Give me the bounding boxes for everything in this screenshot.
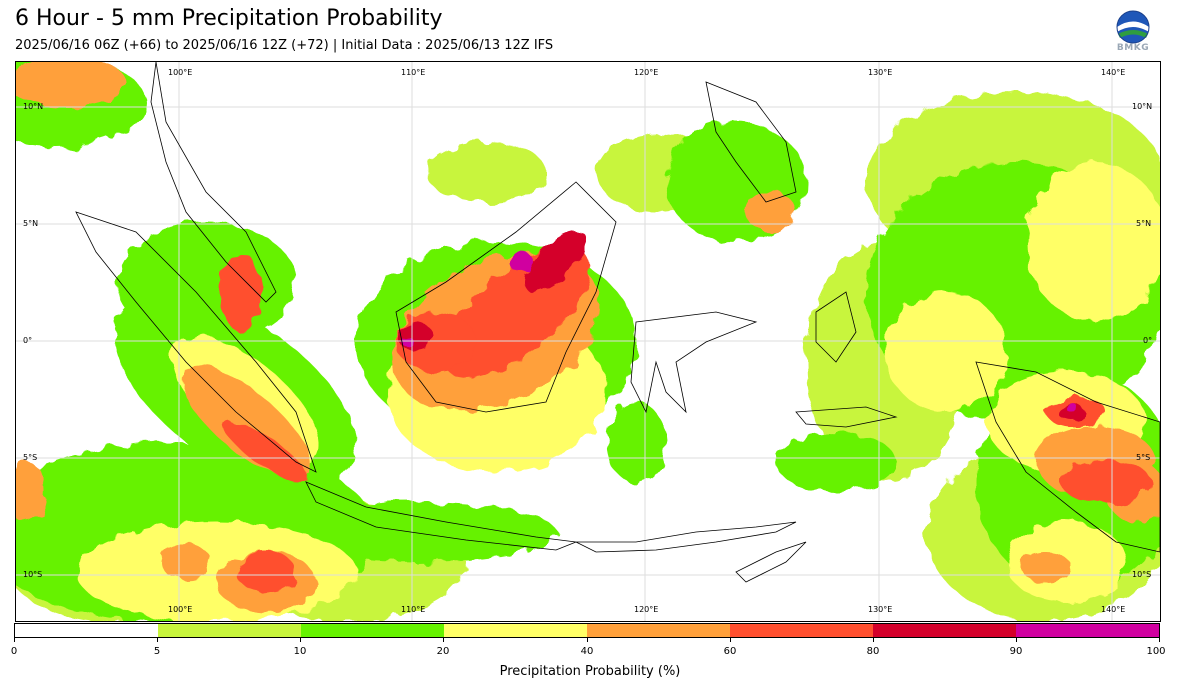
sulawesi-coast	[630, 311, 758, 414]
lon-label-top-130: 130°E	[868, 68, 893, 77]
bmkg-logo-text: BMKG	[1116, 43, 1150, 53]
colorbar-tick	[14, 638, 15, 642]
lat-label-left-5s: 5°S	[23, 453, 38, 462]
lat-label-right-0: 0°	[1143, 336, 1153, 345]
lat-label-left-10s: 10°S	[23, 570, 43, 579]
bmkg-logo: BMKG	[1112, 10, 1154, 56]
colorbar-tick-label: 60	[723, 646, 737, 657]
precipitation-field	[16, 62, 1160, 621]
coastlines	[75, 62, 1160, 583]
lat-label-left-0: 0°	[23, 336, 33, 345]
lon-label-top-140: 140°E	[1101, 68, 1126, 77]
colorbar-tick-label: 20	[436, 646, 450, 657]
timor-coast	[735, 541, 807, 583]
maluku-coast	[815, 291, 857, 363]
lon-label-bottom-100: 100°E	[168, 605, 193, 614]
lat-label-right-10s: 10°S	[1132, 570, 1152, 579]
java-coast	[305, 481, 577, 551]
colorbar-segment-0	[15, 624, 158, 637]
colorbar-tick-label: 10	[293, 646, 307, 657]
colorbar-tick	[1159, 638, 1160, 642]
colorbar-tick-label: 100	[1146, 646, 1166, 657]
lon-label-top-100: 100°E	[168, 68, 193, 77]
lon-label-top-110: 110°E	[401, 68, 426, 77]
map-title: 6 Hour - 5 mm Precipitation Probability	[15, 6, 443, 31]
colorbar-segment-2	[301, 624, 444, 637]
colorbar	[14, 623, 1160, 638]
colorbar-tick	[443, 638, 444, 642]
colorbar-tick	[300, 638, 301, 642]
prob-band-90-100	[402, 252, 1079, 413]
lon-label-bottom-130: 130°E	[868, 605, 893, 614]
lon-label-bottom-120: 120°E	[634, 605, 659, 614]
colorbar-tick	[1016, 638, 1017, 642]
colorbar-segment-7	[1016, 624, 1159, 637]
lesser-sunda-coast	[575, 521, 797, 553]
lat-label-left-10n: 10°N	[23, 102, 44, 111]
colorbar-segment-6	[873, 624, 1016, 637]
colorbar-tick	[157, 638, 158, 642]
malay-peninsula-coast	[150, 62, 277, 303]
philippines-coast	[705, 81, 797, 203]
new-guinea-coast	[975, 361, 1160, 553]
map-subtitle: 2025/06/16 06Z (+66) to 2025/06/16 12Z (…	[15, 38, 554, 53]
colorbar-tick	[873, 638, 874, 642]
colorbar-label: Precipitation Probability (%)	[499, 664, 681, 679]
lat-label-right-5s: 5°S	[1136, 453, 1151, 462]
lat-label-right-5n: 5°N	[1136, 219, 1152, 228]
colorbar-segment-3	[444, 624, 587, 637]
colorbar-segment-5	[730, 624, 873, 637]
lon-label-bottom-140: 140°E	[1101, 605, 1126, 614]
lat-label-right-10n: 10°N	[1132, 102, 1153, 111]
colorbar-segment-1	[158, 624, 301, 637]
graticule	[16, 62, 1160, 621]
lon-label-bottom-110: 110°E	[401, 605, 426, 614]
colorbar-tick-label: 90	[1009, 646, 1023, 657]
colorbar-tick-label: 0	[10, 646, 18, 657]
sumatra-coast	[75, 211, 317, 473]
colorbar-tick-label: 80	[866, 646, 880, 657]
precipitation-map: 100°E 110°E 120°E 130°E 140°E 100°E 110°…	[15, 61, 1161, 622]
colorbar-segment-4	[587, 624, 730, 637]
bmkg-logo-icon	[1116, 10, 1150, 44]
lat-label-left-5n: 5°N	[23, 219, 39, 228]
colorbar-tick	[730, 638, 731, 642]
seram-coast	[795, 406, 898, 428]
colorbar-tick-label: 5	[153, 646, 161, 657]
lon-label-top-120: 120°E	[634, 68, 659, 77]
colorbar-tick	[587, 638, 588, 642]
colorbar-tick-label: 40	[580, 646, 594, 657]
borneo-coast	[395, 181, 617, 413]
